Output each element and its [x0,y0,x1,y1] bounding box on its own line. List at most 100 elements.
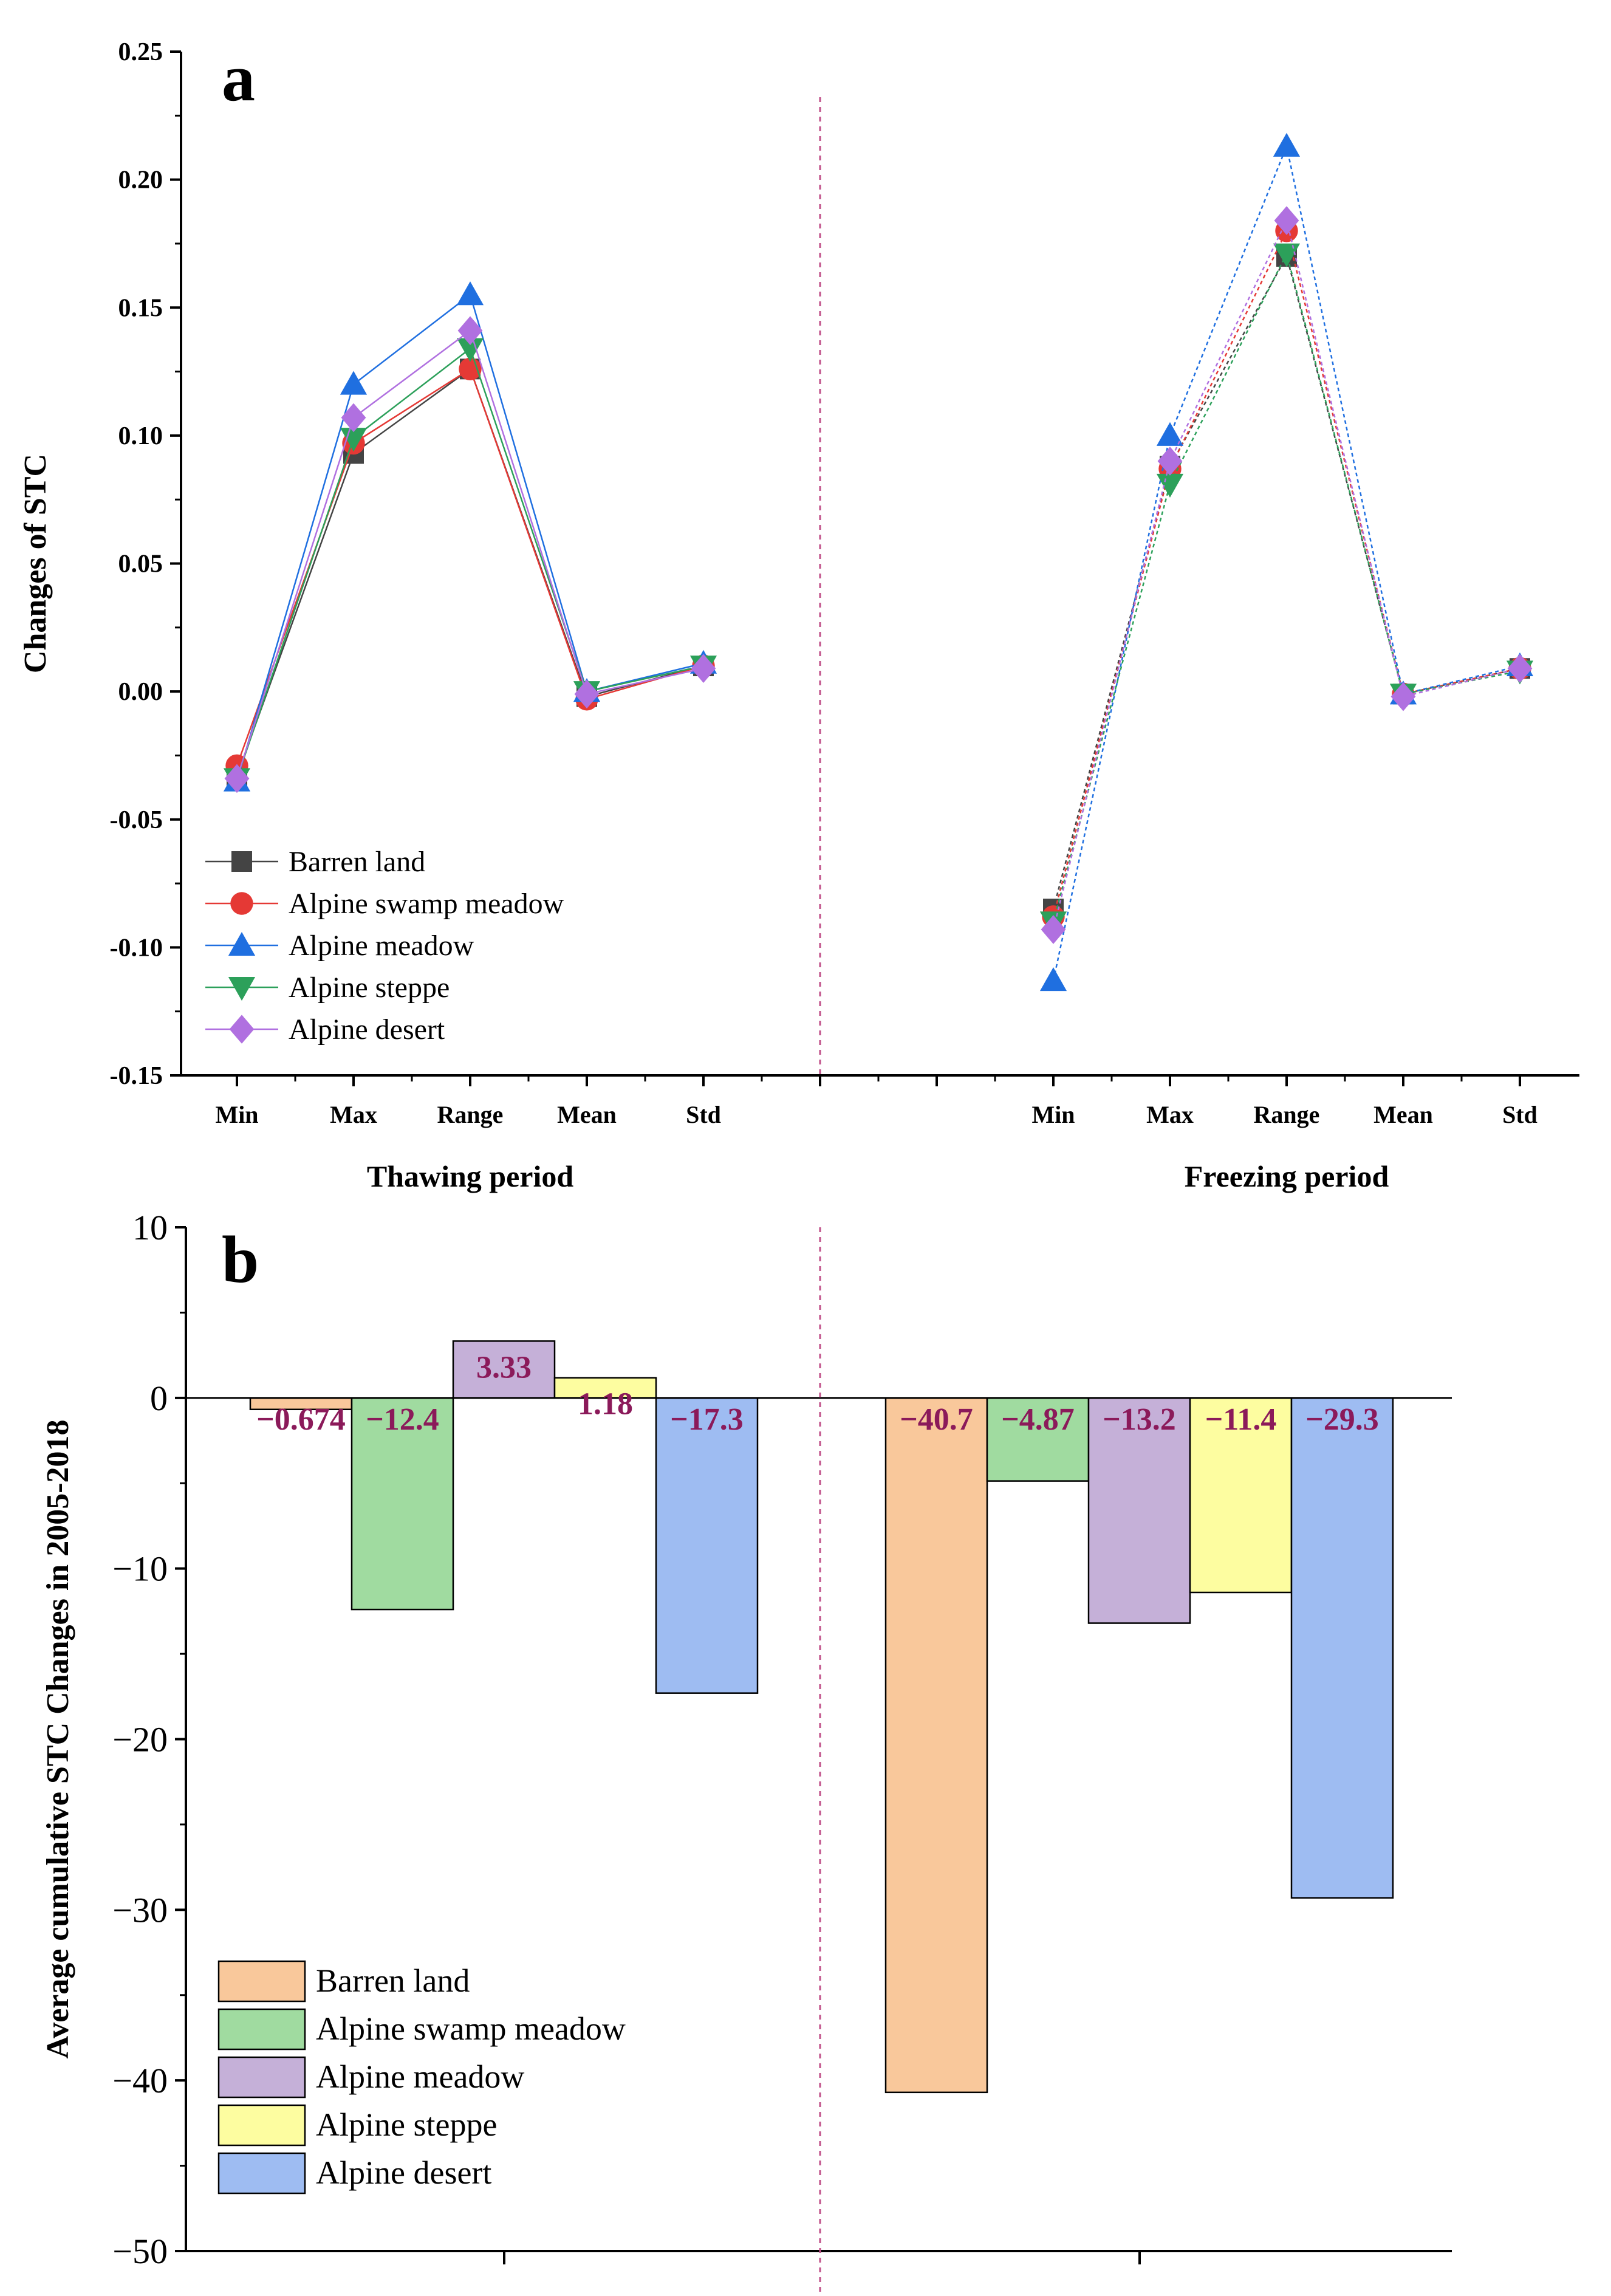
legend-marker [229,1015,255,1044]
bar-thawing-alpine-meadow [452,1340,556,1399]
y-tick-label: 0.15 [118,294,163,322]
bar-freezing-alpine-desert [1290,1397,1394,1899]
legend-label: Alpine meadow [316,2058,524,2095]
value-label-freezing: −4.87 [1001,1402,1075,1437]
series-barren-land [227,246,1530,920]
legend-a: Barren land Alpine swamp meadow Alpine mea… [205,846,564,1046]
legend-label: Alpine desert [316,2154,491,2191]
bar-thawing-alpine-swamp-meadow [351,1397,454,1611]
y-axis-title: Changes of STC [18,454,53,673]
legend-swatch [217,2152,306,2195]
series-line-freezing-alpine-swamp-meadow [1052,228,1520,917]
y-tick-label: −40 [112,2061,168,2100]
legend-swatch [217,1960,306,2003]
bar-freezing-alpine-swamp-meadow [986,1397,1090,1482]
y-tick-label: −10 [112,1549,168,1589]
x-tick-label: Max [1146,1101,1194,1128]
value-label-freezing: −29.3 [1305,1402,1379,1437]
legend-marker [231,851,252,872]
x-tick-label: Min [1031,1101,1075,1128]
series-line-freezing-barren-land [1052,254,1520,910]
x-tick-label: Max [330,1101,377,1128]
y-tick-label: −30 [112,1890,168,1930]
x-tick-label: Min [215,1101,258,1128]
data-point [1156,422,1184,446]
y-tick-label: -0.10 [110,934,163,962]
y-tick-label: 0.20 [118,166,163,194]
y-tick-label: −20 [112,1720,168,1760]
y-tick-label: −50 [112,2232,168,2271]
legend-swatch [217,2008,306,2051]
y-tick-label: 10 [132,1208,168,1247]
bar-freezing-alpine-steppe [1189,1397,1293,1594]
data-point [1041,915,1066,944]
data-point [341,403,366,433]
y-tick-label: 0.00 [118,678,163,706]
x-tick-label: Mean [1373,1101,1433,1128]
panel-label-b: b [222,1222,259,1297]
data-point [574,679,600,709]
value-label-thawing: −17.3 [670,1402,744,1437]
bar-freezing-barren-land [884,1397,988,2094]
data-point [224,764,250,793]
legend-marker [230,892,253,915]
value-label-thawing: 3.33 [476,1350,532,1385]
data-point [1274,206,1299,235]
legend-label: Alpine swamp meadow [316,2010,626,2047]
group-label-thawing-period: Thawing period [367,1159,574,1193]
y-tick-label: 0.05 [118,550,163,578]
x-tick-label: Std [1502,1101,1537,1128]
series-alpine-steppe [223,243,1534,936]
value-label-freezing: −11.4 [1205,1402,1277,1437]
x-tick-label: Std [686,1101,721,1128]
legend-label: Alpine swamp meadow [289,888,564,920]
x-tick-label: Mean [557,1101,617,1128]
y-tick-label: -0.15 [110,1062,163,1090]
value-label-thawing: −0.674 [256,1402,346,1437]
series-line-freezing-alpine-desert [1052,218,1520,930]
y-tick-label: 0.10 [118,422,163,450]
legend-swatch [217,2104,306,2147]
data-point [1157,447,1183,476]
legend-b: Barren land Alpine swamp meadow Alpine mea… [217,1960,626,2195]
series-alpine-swamp-meadow [225,219,1531,928]
panel-b-bar-chart: −0.674 −40.7−12.4 −4.873.33−13.21.18 −11.4−… [41,1208,1452,2296]
data-point [1039,967,1067,992]
legend-marker [228,931,256,956]
legend-marker [228,977,256,1001]
y-tick-label: -0.05 [110,806,163,834]
y-tick-label: 0 [150,1379,168,1418]
bars [249,1340,1394,2094]
x-tick-label: Range [1254,1101,1320,1128]
bar-thawing-alpine-steppe [553,1377,657,1399]
data-point [1390,682,1416,711]
panel-label-a: a [222,41,255,115]
legend-swatch [217,2056,306,2099]
series-line-freezing-alpine-meadow [1052,143,1520,981]
data-point [1273,243,1301,267]
value-label-freezing: −13.2 [1103,1402,1176,1437]
y-tick-label: 0.25 [118,38,163,66]
legend-label: Barren land [289,846,425,878]
data-point [1273,132,1301,157]
y-axis-title: Average cumulative STC Changes in 2005-2… [41,1419,75,2058]
bar-thawing-alpine-desert [655,1397,759,1694]
series-alpine-desert [224,206,1533,944]
legend-label: Alpine desert [289,1013,445,1046]
data-point [340,428,368,452]
panel-a-line-chart: 0.25 0.20 0.15 0.10 0.05 0.00 -0.05 -0.10 -0.15 M… [18,38,1579,1193]
legend-label: Alpine meadow [289,930,474,962]
series-line-thawing-alpine-desert [236,329,704,779]
data-point [1156,473,1184,498]
series-line-thawing-alpine-swamp-meadow [236,368,704,766]
series-line-freezing-alpine-steppe [1052,252,1520,922]
value-label-freezing: −40.7 [900,1402,973,1437]
x-tick-label: Range [437,1101,504,1128]
value-label-thawing: −12.4 [366,1402,439,1437]
data-point [457,316,483,345]
value-label-thawing: 1.18 [578,1387,633,1422]
data-point [456,338,484,362]
legend-label: Alpine steppe [316,2106,497,2143]
legend-label: Alpine steppe [289,972,450,1004]
